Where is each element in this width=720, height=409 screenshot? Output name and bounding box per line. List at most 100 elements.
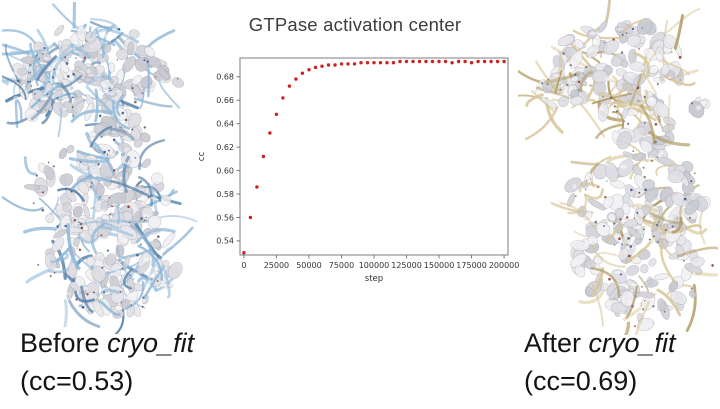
surface-highlight [84,98,88,103]
atom-speck [117,28,121,31]
atom-speck [690,287,693,290]
scatter-point [489,59,493,64]
ribbon-strand [77,233,100,245]
atom-speck [625,32,628,34]
ribbon-strand [94,88,99,123]
density-blob [564,177,582,193]
ribbon-strand [68,299,101,328]
atom-speck [41,208,45,212]
atom-speck [589,84,592,87]
ribbon-strand [656,288,682,317]
y-tick-label: 0.64 [216,119,234,128]
surface-highlight [111,177,115,181]
atom-speck [690,180,693,183]
atom-speck [562,52,565,55]
ribbon-strand [115,93,125,117]
density-blob [636,207,645,219]
atom-speck [691,102,694,105]
surface-highlight [593,40,598,45]
ribbon-strand [570,160,600,166]
ribbon-strand [623,321,631,335]
atom-speck [693,172,696,175]
surface-highlight [658,153,662,158]
density-blob [141,158,152,169]
atom-speck [80,226,84,230]
atom-speck [73,219,76,222]
density-blob [144,46,155,58]
density-blob [620,59,629,68]
surface-highlight [114,269,121,272]
ribbon-strand [100,288,120,295]
ribbon-strand [25,269,50,284]
scatter-point [430,59,435,64]
x-tick-label: 25000 [264,261,289,270]
molecule-group [518,0,718,335]
density-blob [606,282,616,296]
ribbon-strand [14,100,19,128]
atom-speck [120,274,122,277]
atom-speck [656,241,659,243]
atom-speck [53,271,56,274]
density-blob [648,258,657,267]
atom-speck [679,79,681,81]
density-blob [58,148,68,160]
density-blob [570,89,579,98]
atom-speck [631,304,634,308]
ribbon-strand [52,46,82,80]
scatter-point [456,59,461,64]
density-blob [660,63,670,76]
scatter-point [404,59,409,64]
atom-speck [75,298,78,301]
scatter-point [476,59,480,64]
density-blob [587,198,606,211]
atom-speck [577,80,581,84]
atom-speck [626,216,629,219]
atom-speck [676,218,678,220]
ribbon-strand [124,280,145,310]
scatter-point [307,68,311,72]
atom-speck [623,120,625,122]
ribbon-strand [85,85,113,113]
y-axis-label: cc [197,152,207,162]
atom-speck [590,178,592,180]
atom-speck [618,237,621,240]
atom-speck [663,310,666,313]
scatter-point [313,65,318,70]
surface-highlight [111,130,116,134]
ribbon-strand [2,75,27,101]
density-blob [636,17,653,35]
atom-speck [654,123,658,126]
atom-speck [131,87,134,90]
atom-speck [627,122,630,125]
atom-speck [711,264,714,267]
ribbon-strand [676,246,718,258]
density-blob [51,237,65,252]
atom-speck [64,56,67,59]
surface-highlight [86,68,91,74]
surface-highlight [102,154,107,158]
ribbon-strand [23,156,37,176]
surface-highlight [560,83,565,88]
density-blob [615,207,625,219]
atom-speck [32,202,35,205]
ribbon-strand [100,85,130,108]
atom-speck [147,196,150,199]
atom-speck [656,156,658,158]
density-blob [640,264,649,274]
atom-speck [574,73,577,76]
ribbon-strand [161,264,171,299]
atom-speck [37,264,40,266]
ribbon-strand [595,123,624,139]
atom-speck [541,82,544,85]
surface-highlight [672,259,680,265]
density-blob [131,83,144,100]
atom-speck [121,267,123,270]
density-blob [568,50,584,69]
scatter-point [398,59,402,64]
ribbon-strand [559,201,596,230]
surface-highlight [616,28,623,31]
scatter-point [391,61,396,65]
density-blob [16,67,28,76]
surface-highlight [66,292,71,295]
